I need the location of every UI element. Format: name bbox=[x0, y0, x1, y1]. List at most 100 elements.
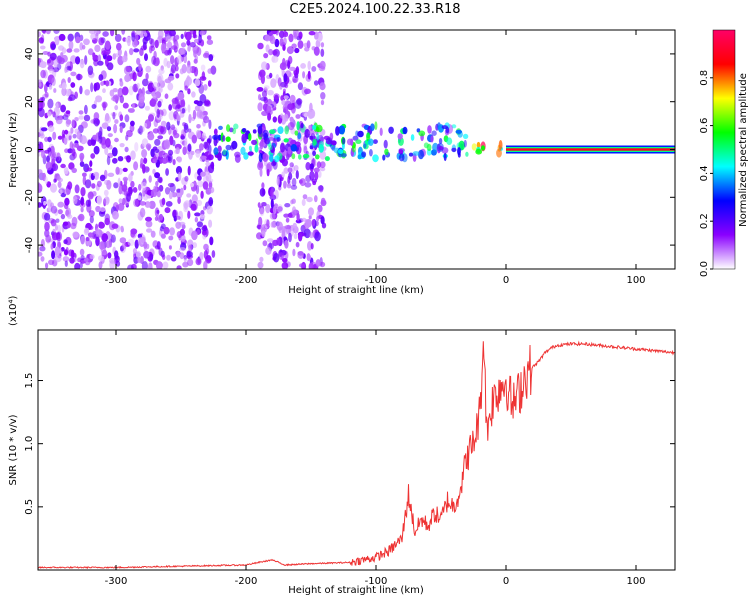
heatmap-cell bbox=[182, 146, 187, 156]
heatmap-cell bbox=[187, 88, 191, 95]
heatmap-cell bbox=[167, 49, 172, 56]
heatmap-cell bbox=[75, 36, 81, 44]
heatmap-cell bbox=[125, 134, 129, 141]
heatmap-cell bbox=[72, 133, 77, 139]
heatmap-cell bbox=[169, 30, 176, 37]
heatmap-cell bbox=[113, 123, 118, 134]
heatmap-cell bbox=[160, 43, 166, 53]
heatmap-cell bbox=[298, 232, 303, 242]
heatmap-cell bbox=[60, 213, 66, 220]
x-tick-label: -200 bbox=[235, 275, 258, 286]
heatmap-cell bbox=[64, 260, 68, 267]
heatmap-cell bbox=[283, 73, 288, 83]
heatmap-cell bbox=[311, 66, 317, 72]
heatmap-cell bbox=[152, 93, 157, 99]
heatmap-cell bbox=[284, 239, 289, 249]
heatmap-cell bbox=[47, 136, 52, 143]
heatmap-cell bbox=[283, 106, 289, 114]
heatmap-cell bbox=[125, 65, 132, 73]
heatmap-cell bbox=[57, 201, 65, 208]
heatmap-cell bbox=[72, 195, 78, 205]
heatmap-cell bbox=[119, 80, 124, 87]
heatmap-cell bbox=[318, 141, 324, 148]
heatmap-cell bbox=[149, 253, 154, 261]
heatmap-cell bbox=[47, 59, 51, 64]
heatmap-cell bbox=[252, 129, 257, 134]
heatmap-cell bbox=[180, 42, 187, 48]
heatmap-cell bbox=[203, 260, 208, 269]
heatmap-cell bbox=[268, 48, 273, 56]
heatmap-cell bbox=[141, 261, 148, 269]
heatmap-cell bbox=[148, 114, 154, 122]
heatmap-cell bbox=[177, 91, 185, 101]
heatmap-cell bbox=[177, 196, 181, 205]
heatmap-cell bbox=[104, 146, 109, 155]
heatmap-cell bbox=[130, 120, 135, 127]
heatmap-cell bbox=[208, 54, 214, 62]
heatmap-cell bbox=[292, 222, 297, 229]
heatmap-cell bbox=[306, 196, 313, 203]
heatmap-cell bbox=[262, 129, 269, 138]
heatmap-cell bbox=[175, 215, 181, 220]
heatmap-cell bbox=[177, 156, 182, 163]
heatmap-cell bbox=[44, 136, 49, 142]
heatmap-cell bbox=[191, 200, 198, 211]
heatmap-cell bbox=[191, 91, 196, 98]
heatmap-cell bbox=[163, 226, 170, 235]
heatmap-cell bbox=[264, 105, 272, 115]
heatmap-cell bbox=[118, 198, 123, 204]
heatmap-cell bbox=[170, 256, 177, 262]
heatmap-cell bbox=[157, 100, 162, 108]
heatmap-cell bbox=[107, 62, 114, 71]
heatmap-cell bbox=[40, 101, 45, 109]
heatmap-cell bbox=[282, 44, 286, 51]
heatmap-cell bbox=[441, 125, 448, 130]
heatmap-cell bbox=[193, 30, 197, 39]
heatmap-cell bbox=[55, 218, 60, 223]
heatmap-cell bbox=[316, 132, 320, 141]
heatmap-cell bbox=[319, 167, 326, 172]
heatmap-cell bbox=[169, 135, 174, 146]
heatmap-cell bbox=[195, 129, 201, 140]
heatmap-cell bbox=[199, 30, 205, 36]
heatmap-cell bbox=[279, 37, 284, 47]
heatmap-cell bbox=[158, 151, 163, 158]
heatmap-cell bbox=[341, 153, 347, 158]
heatmap-cell bbox=[287, 212, 293, 218]
heatmap-cell bbox=[126, 155, 131, 163]
heatmap-cell bbox=[130, 150, 136, 160]
heatmap-cell bbox=[178, 221, 186, 226]
heatmap-cell bbox=[45, 30, 51, 35]
heatmap-cell bbox=[205, 161, 211, 167]
heatmap-cell bbox=[234, 154, 241, 163]
heatmap-cell bbox=[257, 202, 261, 208]
heatmap-cell bbox=[296, 121, 300, 131]
heatmap-cell bbox=[280, 113, 284, 119]
x-tick-label: -200 bbox=[235, 576, 258, 587]
heatmap-cell bbox=[56, 175, 61, 181]
heatmap-cell bbox=[67, 214, 73, 219]
heatmap-cell bbox=[68, 94, 76, 101]
heatmap-cell bbox=[154, 172, 161, 179]
heatmap-cell bbox=[145, 220, 153, 228]
heatmap-cell bbox=[41, 96, 45, 102]
heatmap-cell bbox=[143, 241, 148, 249]
heatmap-cell bbox=[287, 103, 294, 111]
heatmap-cell bbox=[186, 193, 192, 198]
heatmap-cell bbox=[289, 94, 296, 104]
heatmap-cell bbox=[85, 199, 91, 207]
heatmap-cell bbox=[170, 124, 176, 131]
heatmap-cell bbox=[179, 228, 185, 236]
heatmap-cell bbox=[300, 122, 304, 129]
heatmap-cell bbox=[232, 127, 237, 135]
heatmap-cell bbox=[111, 223, 119, 229]
heatmap-cell bbox=[164, 207, 171, 214]
heatmap-cell bbox=[175, 147, 180, 155]
heatmap-cell bbox=[269, 154, 274, 163]
heatmap-cell bbox=[273, 252, 280, 263]
heatmap-cell bbox=[80, 207, 84, 213]
heatmap-cell bbox=[217, 145, 222, 153]
heatmap-cell bbox=[158, 184, 164, 192]
colorbar-tick-label: 0.6 bbox=[699, 118, 710, 134]
heatmap-cell bbox=[55, 117, 63, 125]
